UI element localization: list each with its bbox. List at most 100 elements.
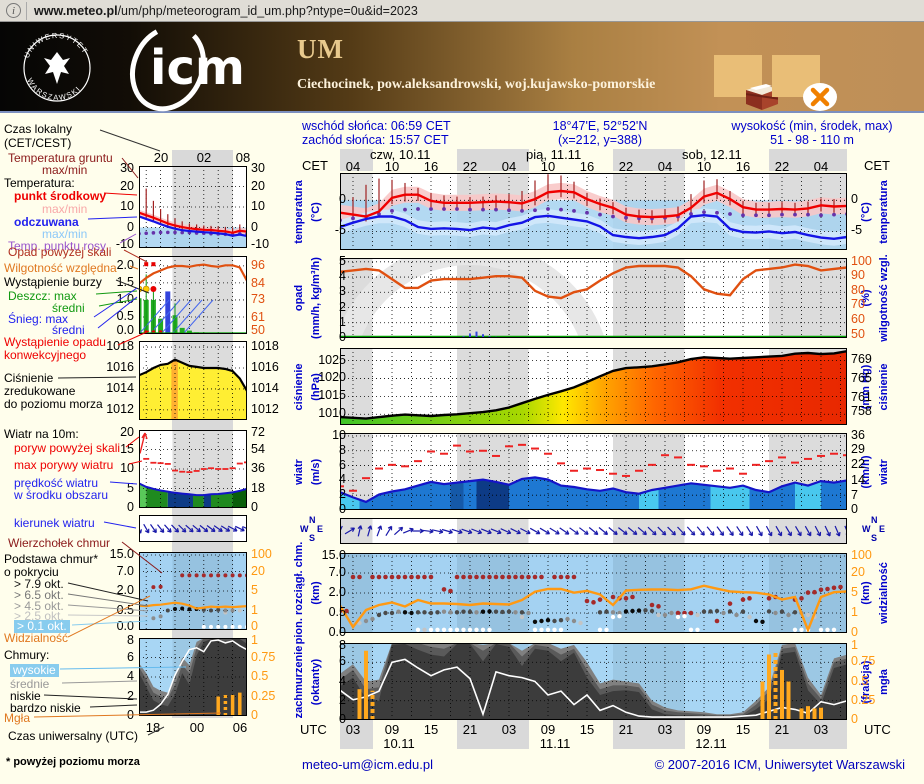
- mini-cet-hour: 02: [196, 150, 212, 165]
- axis-title-right: ciśnienie: [878, 362, 890, 411]
- mini-tick-left: 6: [127, 649, 134, 664]
- mini-tick-left: 10: [120, 199, 134, 213]
- sidebar-label-wystąpienie-opadu: Wystąpienie opadu: [4, 335, 106, 349]
- close-icon: [803, 83, 837, 111]
- night-band-top: [457, 149, 529, 171]
- separator: [26, 2, 27, 20]
- close-button[interactable]: [772, 55, 837, 111]
- utc-hour-label: 03: [345, 722, 361, 737]
- tick-right: 0.5: [851, 673, 869, 688]
- mini-tick-right: 0: [251, 619, 258, 633]
- tick-left: 3: [339, 284, 346, 299]
- night-band-bottom: [457, 720, 529, 749]
- cet-hour-label: 16: [423, 159, 439, 174]
- location-subtitle: Ciechocinek, pow.aleksandrowski, woj.kuj…: [297, 77, 656, 92]
- sidebar-label-czas-lokalny: Czas lokalny: [4, 122, 73, 136]
- mini-chart-cloudiness: [139, 638, 247, 716]
- night-band-bottom: [769, 720, 847, 749]
- mini-tick-right: 84: [251, 275, 265, 290]
- mini-chart-temperature: [139, 166, 247, 248]
- tick-left: 8: [339, 442, 346, 457]
- sidebar-label-max-min: max/min: [42, 163, 88, 177]
- mini-tick-right: 20: [251, 178, 265, 193]
- axis-title-left: zachmurzenie: [293, 645, 305, 718]
- tick-right: 22: [851, 456, 865, 471]
- sidebar-label-bardzo-niskie: bardzo niskie: [10, 701, 81, 715]
- utc-hour-label: 09: [540, 722, 556, 737]
- utc-label-left: UTC: [300, 722, 327, 737]
- mini-tick-right: 1016: [251, 359, 279, 374]
- mini-tick-right: -10: [251, 237, 270, 251]
- tick-left: 6: [339, 457, 346, 472]
- chart-temperature: [340, 173, 847, 250]
- tick-right: 90: [851, 268, 865, 283]
- tick-left: 15.0: [321, 548, 346, 562]
- page-info-icon[interactable]: i: [6, 3, 21, 18]
- tick-left: 0.5: [328, 605, 346, 619]
- cet-hour-label: 10: [696, 159, 712, 174]
- mini-tick-right: 54: [251, 441, 265, 456]
- tick-left: 0: [339, 192, 346, 207]
- cet-hour-label: 16: [735, 159, 751, 174]
- coords-text: 18°47'E, 52°52'N: [552, 119, 648, 133]
- mini-tick-right: 36: [251, 461, 265, 475]
- utc-label-right: UTC: [864, 722, 891, 737]
- utc-hour-label: 21: [774, 722, 790, 737]
- compass-w: W: [862, 524, 871, 534]
- sidebar-label--4-5-okt-: > 4.5 okt.: [14, 599, 64, 613]
- night-band-top: [340, 149, 373, 171]
- sidebar-label-mgła: Mgła: [4, 711, 31, 725]
- mini-tick-left: 20: [120, 425, 134, 439]
- tick-right: 50: [851, 326, 865, 341]
- utc-hour-label: 15: [579, 722, 595, 737]
- mini-tick-right: 0: [251, 500, 258, 514]
- tick-right: 0.25: [851, 692, 876, 707]
- mini-tick-left: 20: [120, 178, 134, 193]
- mini-tick-right: 5: [251, 583, 258, 597]
- compass-s: S: [309, 533, 316, 543]
- cet-hour-label: 10: [540, 159, 556, 174]
- sidebar-label-zredukowane: zredukowane: [4, 384, 76, 398]
- svg-text:WARSZAWSKI: WARSZAWSKI: [25, 76, 83, 102]
- tick-left: 1015: [318, 388, 346, 403]
- night-band-bottom: [613, 720, 685, 749]
- mini-utc-hour: 00: [189, 720, 205, 735]
- sidebar-label-ciśnienie: Ciśnienie: [4, 371, 54, 385]
- compass-s: S: [871, 533, 878, 543]
- chart-wind: [340, 433, 847, 510]
- mini-tick-left: 0.5: [116, 308, 134, 323]
- sidebar-label-wysokie: wysokie: [10, 664, 59, 677]
- cet-hour-label: 04: [501, 159, 517, 174]
- mini-tick-left: 0: [127, 708, 134, 722]
- sidebar-label-kierunek-wiatru: kierunek wiatru: [14, 516, 95, 530]
- axis-unit-right: (°C): [860, 201, 872, 222]
- tick-left: 10: [332, 427, 346, 442]
- mini-tick-right: 10: [251, 199, 265, 213]
- mini-utc-hour: 18: [145, 720, 161, 735]
- mini-tick-right: 72: [251, 425, 265, 439]
- sidebar-label-czas-uniwersalny-utc-: Czas uniwersalny (UTC): [8, 729, 139, 743]
- sunrise-text: wschód słońca: 06:59 CET: [302, 119, 451, 133]
- tick-right: 1: [851, 638, 858, 652]
- tick-left: 7.0: [328, 565, 346, 579]
- tick-right: 80: [851, 282, 865, 297]
- tick-right: 70: [851, 297, 865, 312]
- print-button[interactable]: [714, 55, 778, 110]
- tick-right: 0: [851, 502, 858, 516]
- sunset-text: zachód słońca: 15:57 CET: [302, 133, 449, 147]
- url-text[interactable]: www.meteo.pl/um/php/meteorogram_id_um.ph…: [34, 4, 418, 18]
- page-header: UNIWERSYTET WARSZAWSKI icm UM Ciechocinek…: [0, 22, 924, 113]
- utc-hour-label: 21: [462, 722, 478, 737]
- contact-email-link[interactable]: meteo-um@icm.edu.pl: [302, 757, 433, 772]
- mini-tick-right: 73: [251, 292, 265, 307]
- copyright-text: © 2007-2016 ICM, Uniwersytet Warszawski: [654, 757, 905, 772]
- mini-tick-left: 2: [127, 688, 134, 703]
- utc-hour-label: 03: [657, 722, 673, 737]
- mini-tick-right: 0.75: [251, 649, 276, 664]
- cet-hour-label: 16: [579, 159, 595, 174]
- mini-tick-left: 5: [127, 480, 134, 495]
- tick-right: 20: [851, 565, 865, 579]
- tick-left: 0: [339, 712, 346, 726]
